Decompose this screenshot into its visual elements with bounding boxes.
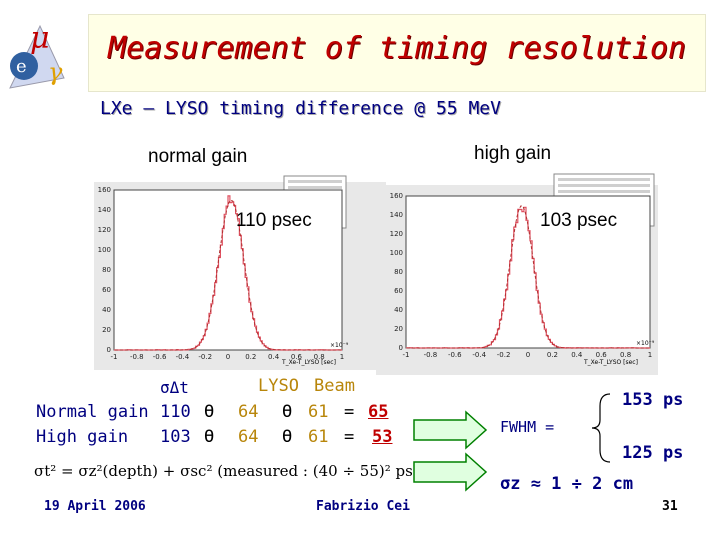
xaxis-label-left: T_Xe-T_LYSO [sec] — [281, 359, 336, 366]
row-op1: ϴ — [204, 402, 215, 422]
xtick-label: 1 — [648, 351, 652, 359]
row-lyso: 64 — [238, 427, 259, 447]
ytick-label: 100 — [390, 249, 403, 257]
title-banner: Measurement of timing resolution — [88, 14, 706, 92]
xtick-label: -0.8 — [424, 351, 438, 359]
row-beam: 61 — [308, 427, 329, 447]
ytick-label: 80 — [102, 266, 111, 274]
footer-date: 19 April 2006 — [44, 499, 146, 514]
footer-author: Fabrizio Cei — [316, 499, 410, 514]
xtick-label: 0.6 — [291, 353, 303, 361]
ytick-label: 100 — [98, 246, 111, 254]
ytick-label: 120 — [390, 230, 403, 238]
xtick-label: -0.2 — [198, 353, 212, 361]
resolution-formula: σt² = σz²(depth) + σsc² (measured : (40 … — [34, 462, 425, 480]
high-gain-label: high gain — [474, 143, 552, 164]
xaxis-exponent-left: ×10⁻⁹ — [330, 342, 349, 349]
page-number: 31 — [662, 499, 678, 514]
brace-icon — [591, 393, 611, 463]
row-sigma: 110 — [160, 402, 191, 422]
xtick-label: -0.8 — [130, 353, 144, 361]
row-equals: = — [344, 427, 355, 447]
meg-logo: e μ γ — [2, 8, 80, 100]
fwhm-value-normal: 153 ps — [622, 390, 684, 410]
xtick-label: -0.4 — [176, 353, 190, 361]
ytick-label: 20 — [102, 326, 111, 334]
ytick-label: 40 — [102, 306, 111, 314]
xtick-label: 0 — [526, 351, 530, 359]
arrow-right-icon-2 — [413, 452, 488, 492]
xtick-label: 0.8 — [314, 353, 325, 361]
ytick-label: 120 — [98, 226, 111, 234]
xtick-label: -0.6 — [448, 351, 462, 359]
logo-graphic: e μ γ — [9, 21, 65, 89]
xtick-label: -1 — [111, 353, 118, 361]
sigma-z-estimate: σz ≈ 1 ÷ 2 cm — [500, 474, 634, 494]
xtick-label: 0 — [226, 353, 230, 361]
logo-e: e — [16, 56, 27, 77]
annotation-110-psec: 110 psec — [236, 210, 312, 231]
xtick-label: 0.2 — [547, 351, 558, 359]
row-op1: ϴ — [204, 427, 215, 447]
arrows — [413, 410, 488, 492]
page-title: Measurement of timing resolution — [108, 31, 686, 66]
fwhm-label: FWHM = — [500, 418, 555, 436]
ytick-label: 0 — [399, 344, 403, 352]
xtick-label: 0.8 — [620, 351, 631, 359]
resolution-table: σΔt LYSO Beam Normal gain 110 ϴ 64 ϴ 61 … — [0, 370, 420, 450]
xtick-label: -1 — [403, 351, 410, 359]
annotation-103-psec: 103 psec — [540, 210, 618, 231]
xtick-label: 0.2 — [245, 353, 256, 361]
lyso-header: LYSO — [258, 376, 299, 396]
xtick-label: -0.4 — [472, 351, 486, 359]
fwhm-value-high: 125 ps — [622, 443, 684, 463]
row-sigma: 103 — [160, 427, 191, 447]
xtick-label: 1 — [340, 353, 344, 361]
histogram-high-gain: 160 140 120 100 80 60 40 20 0 -1 -0.8 -0.6 -0.4 -0.2… — [390, 173, 655, 366]
row-lyso: 64 — [238, 402, 259, 422]
ytick-label: 60 — [394, 287, 403, 295]
xaxis-exponent-right: ×10⁻⁹ — [636, 340, 655, 347]
ytick-label: 40 — [394, 306, 403, 314]
ytick-label: 140 — [390, 211, 403, 219]
row-label: Normal gain — [36, 402, 149, 422]
ytick-label: 160 — [98, 186, 111, 194]
ytick-label: 0 — [107, 346, 111, 354]
row-beam: 61 — [308, 402, 329, 422]
row-op2: ϴ — [282, 427, 293, 447]
xaxis-label-right: T_Xe-T_LYSO [sec] — [583, 359, 638, 366]
xtick-label: -0.6 — [153, 353, 167, 361]
row-label: High gain — [36, 427, 129, 447]
ytick-label: 20 — [394, 325, 403, 333]
subtitle: LXe – LYSO timing difference @ 55 MeV — [100, 98, 501, 119]
sigma-header: σΔt — [160, 378, 189, 397]
histogram-normal-gain: 160 140 120 100 80 60 40 20 0 -1 -0.8 -0.6 -0.4 -0.2… — [98, 175, 349, 366]
row-result: 65 — [368, 402, 389, 422]
row-equals: = — [344, 402, 355, 422]
ytick-label: 60 — [102, 286, 111, 294]
xtick-label: 0.6 — [596, 351, 608, 359]
xtick-label: 0.4 — [571, 351, 583, 359]
ytick-label: 160 — [390, 192, 403, 200]
ytick-label: 80 — [394, 268, 403, 276]
normal-gain-label: normal gain — [148, 146, 248, 167]
arrow-right-icon — [413, 410, 488, 450]
xtick-label: -0.2 — [497, 351, 511, 359]
beam-header: Beam — [314, 376, 355, 396]
row-result: 53 — [372, 427, 393, 447]
xtick-label: 0.4 — [268, 353, 280, 361]
logo-gamma: γ — [48, 58, 63, 86]
ytick-label: 140 — [98, 206, 111, 214]
row-op2: ϴ — [282, 402, 293, 422]
logo-mu: μ — [30, 21, 50, 56]
